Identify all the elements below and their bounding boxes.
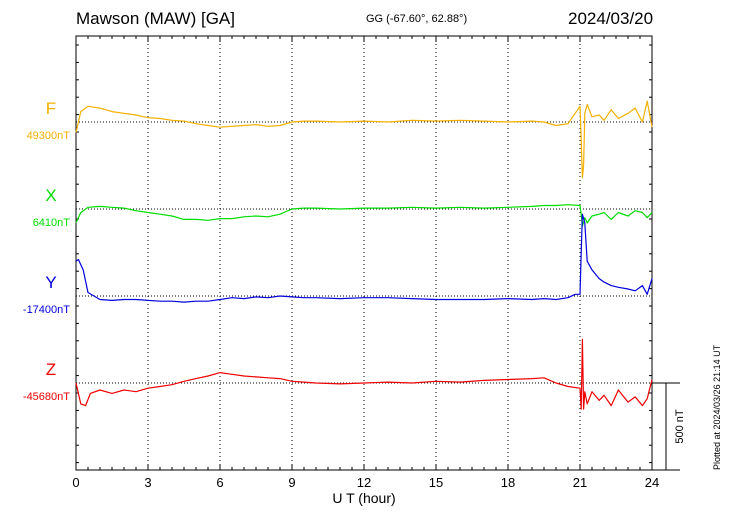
station-title: Mawson (MAW) [GA] [76, 9, 235, 28]
baseline-value-y: -17400nT [23, 304, 70, 316]
x-tick-label: 21 [573, 475, 587, 490]
series-name-z: Z [46, 360, 56, 379]
series-line-z [75, 338, 653, 410]
x-tick-label: 0 [72, 475, 79, 490]
series-line-x [75, 204, 653, 227]
x-tick-label: 24 [645, 475, 659, 490]
series-line-y [75, 213, 653, 303]
series-name-y: Y [45, 273, 56, 292]
series-name-f: F [46, 99, 56, 118]
baseline-value-x: 6410nT [33, 217, 71, 229]
x-tick-label: 12 [357, 475, 371, 490]
series-line-f [75, 100, 653, 179]
geographic-coordinates: GG (-67.60°, 62.88°) [366, 13, 468, 25]
x-axis-label: U T (hour) [332, 490, 395, 506]
scale-bar-label: 500 nT [674, 409, 686, 444]
baseline-value-f: 49300nT [27, 130, 71, 142]
x-tick-label: 15 [429, 475, 443, 490]
x-tick-label: 9 [288, 475, 295, 490]
plotted-timestamp: Plotted at 2024/03/26 21:14 UT [712, 344, 722, 470]
date-label: 2024/03/20 [568, 9, 654, 28]
x-tick-label: 18 [501, 475, 515, 490]
series-name-x: X [45, 186, 56, 205]
baseline-value-z: -45680nT [23, 391, 70, 403]
x-tick-label: 3 [144, 475, 151, 490]
x-tick-label: 6 [216, 475, 223, 490]
